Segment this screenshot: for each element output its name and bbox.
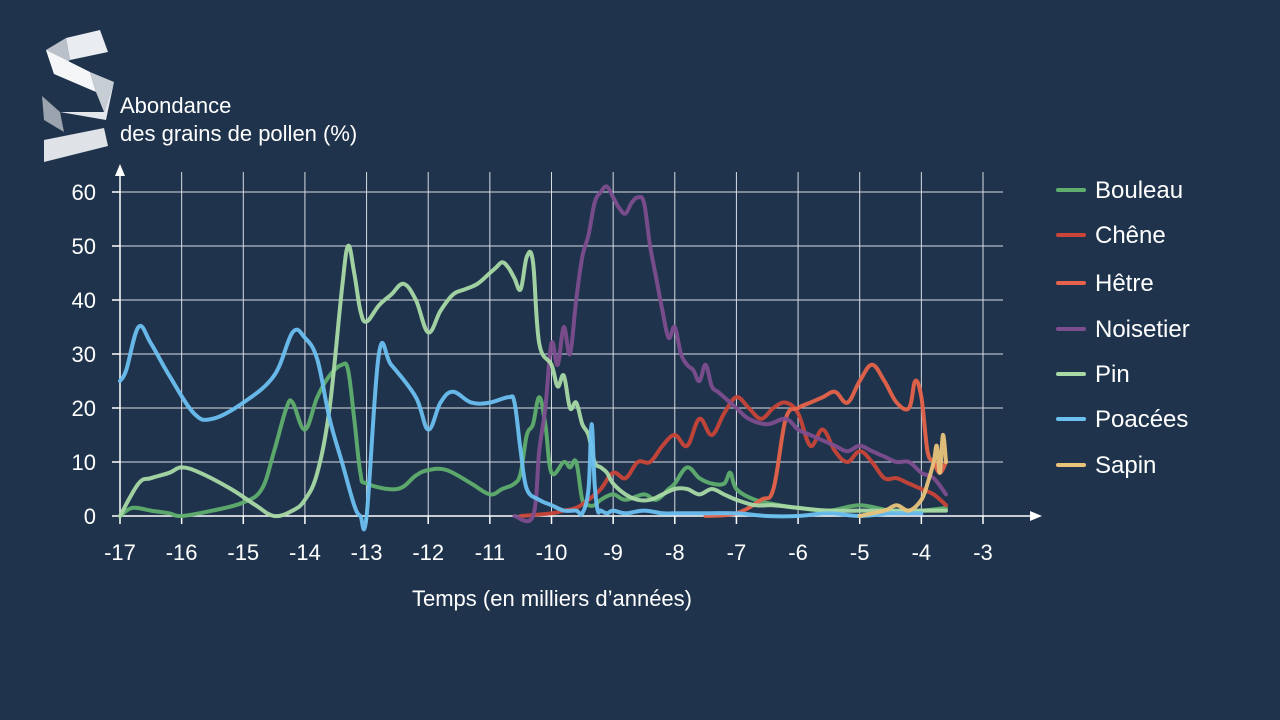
x-tick-label: -11: [475, 540, 505, 565]
y-tick-label: 20: [72, 396, 96, 421]
series-line-poacees: [118, 323, 924, 532]
x-axis-label: Temps (en milliers d’années): [412, 586, 692, 611]
x-tick-label: -4: [912, 540, 932, 565]
series-line-hetre: [703, 362, 948, 518]
x-tick-label: -10: [536, 540, 568, 565]
x-axis-arrow-icon: [1030, 511, 1042, 521]
y-axis-label-line-1: Abondance: [120, 93, 231, 118]
series-lines: [118, 184, 948, 532]
series-line-noisetier: [512, 184, 948, 524]
x-tick-label: -15: [227, 540, 259, 565]
x-tick-label: -3: [973, 540, 993, 565]
y-tick-label: 10: [72, 450, 96, 475]
legend-label-pin: Pin: [1095, 361, 1130, 388]
legend-label-sapin: Sapin: [1095, 452, 1156, 479]
x-tick-label: -16: [166, 540, 198, 565]
x-tick-label: -17: [104, 540, 136, 565]
x-tick-label: -7: [727, 540, 747, 565]
legend-label-bouleau: Bouleau: [1095, 177, 1183, 204]
x-tick-label: -6: [788, 540, 808, 565]
series-line-bouleau: [118, 361, 948, 519]
y-tick-label: 40: [72, 288, 96, 313]
series-line-chene: [518, 395, 948, 518]
series-line-sapin: [857, 432, 948, 518]
y-axis-arrow-icon: [115, 164, 125, 176]
y-tick-label: 50: [72, 234, 96, 259]
x-tick-label: -14: [289, 540, 321, 565]
tick-labels: -17 -16 -15 -14 -13 -12 -11 -10 -9 -8 -7 -6 -5 -4 -3 0 1…: [72, 180, 993, 565]
ribbon-s-logo-icon: [42, 30, 114, 162]
x-tick-label: -8: [665, 540, 685, 565]
y-tick-label: 60: [72, 180, 96, 205]
x-tick-label: -13: [351, 540, 383, 565]
y-tick-label: 30: [72, 342, 96, 367]
legend-label-chene: Chêne: [1095, 222, 1166, 249]
y-tick-label: 0: [84, 504, 96, 529]
y-axis-label-line-2: des grains de pollen (%): [120, 121, 357, 146]
series-line-pin: [118, 243, 948, 519]
legend: Bouleau Chêne Hêtre Noisetier Pin Poacées Sapi…: [1056, 177, 1190, 479]
legend-label-noisetier: Noisetier: [1095, 316, 1190, 343]
legend-label-hetre: Hêtre: [1095, 270, 1154, 297]
legend-label-poacees: Poacées: [1095, 406, 1188, 433]
x-tick-label: -9: [603, 540, 623, 565]
x-tick-label: -12: [412, 540, 444, 565]
x-tick-label: -5: [850, 540, 870, 565]
